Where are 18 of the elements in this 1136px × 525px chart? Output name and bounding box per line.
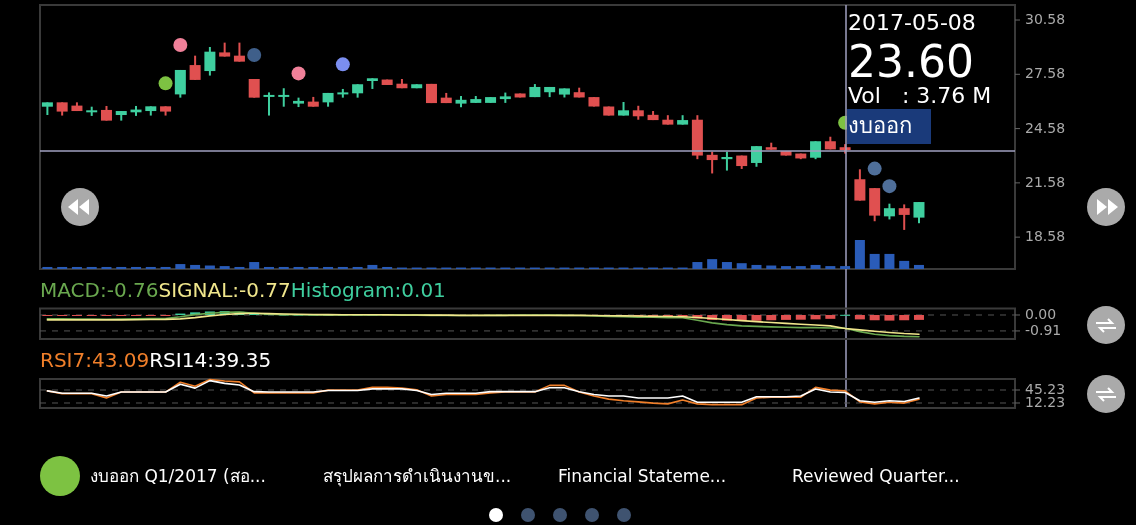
- text: Financial Stateme...: [558, 466, 727, 486]
- text: MACD:-0.76: [40, 277, 159, 302]
- annotation: งบออก: [848, 113, 912, 138]
- text: SIGNAL:-0.77: [158, 277, 291, 302]
- annotation: 2017-05-08: [848, 10, 976, 35]
- y-tick-label: 30.58: [1025, 11, 1066, 28]
- y-tick-label: 18.58: [1025, 228, 1066, 245]
- text: งบออก Q1/2017 (สอ...: [90, 466, 266, 486]
- y-tick-label: -0.91: [1025, 321, 1062, 338]
- y-tick-label: 24.58: [1025, 119, 1066, 136]
- y-tick-label: 27.58: [1025, 65, 1066, 82]
- text: สรุปผลการดำเนินงานข...: [323, 466, 512, 487]
- y-tick-label: 21.58: [1025, 173, 1066, 190]
- y-tick-label: 0.00: [1025, 305, 1057, 322]
- text: RSI7:43.09: [40, 348, 150, 372]
- text: RSI14:39.35: [149, 348, 272, 372]
- text: Reviewed Quarter...: [792, 466, 960, 486]
- text: Histogram:0.01: [290, 277, 446, 302]
